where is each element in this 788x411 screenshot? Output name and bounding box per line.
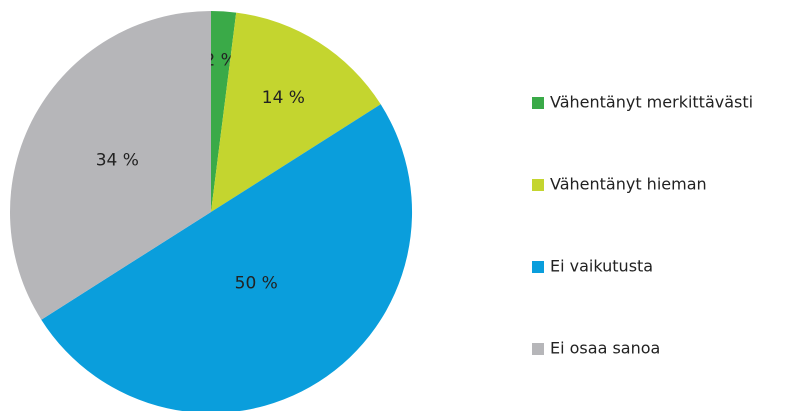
slice-label: 34 %	[96, 150, 139, 170]
pie-slice	[10, 11, 211, 320]
legend-swatch	[532, 261, 544, 273]
legend-label: Ei osaa sanoa	[550, 339, 660, 358]
legend-label: Ei vaikutusta	[550, 257, 653, 276]
pie-slice	[211, 11, 237, 212]
slice-label: 14 %	[262, 88, 305, 108]
legend-swatch	[532, 179, 544, 191]
pie-slice	[41, 104, 413, 411]
legend-swatch	[532, 343, 544, 355]
pie-slice	[211, 12, 381, 212]
legend-swatch	[532, 97, 544, 109]
legend-label: Vähentänyt merkittävästi	[550, 93, 753, 112]
slice-label: 50 %	[235, 273, 278, 293]
legend-label: Vähentänyt hieman	[550, 175, 707, 194]
slice-label: 2 %	[204, 50, 236, 70]
